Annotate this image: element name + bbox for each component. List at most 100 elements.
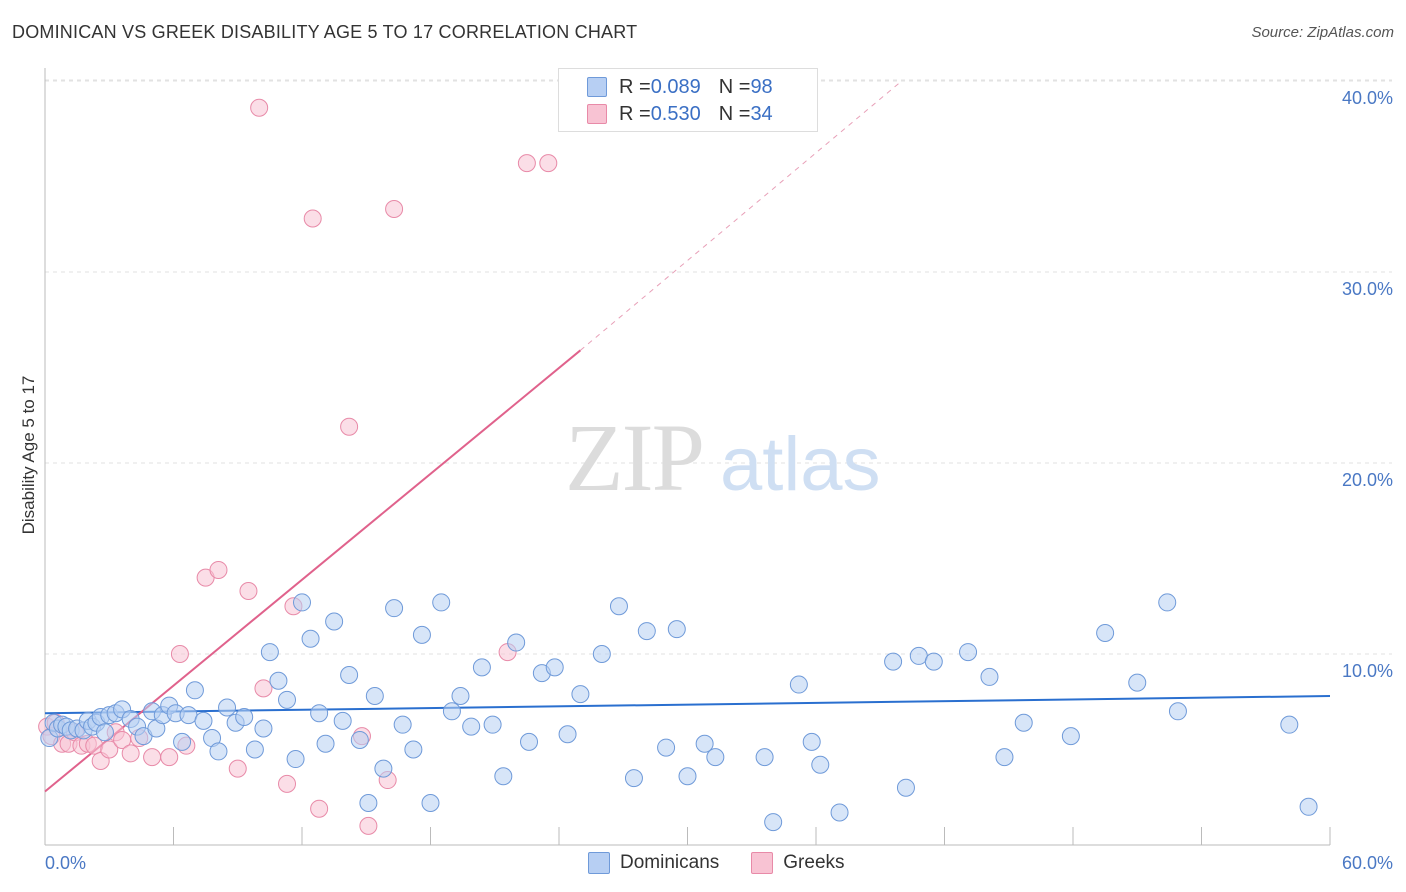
- dominicans-point: [959, 643, 978, 662]
- dominicans-point: [340, 666, 359, 685]
- dominicans-point: [830, 803, 849, 822]
- greeks-point: [340, 417, 359, 436]
- legend-row-dominicans: R = 0.089 N = 98: [587, 75, 773, 99]
- dominicans-point: [209, 742, 228, 761]
- greeks-point: [250, 98, 269, 117]
- dominicans-point: [520, 732, 539, 751]
- dominicans-point: [260, 643, 279, 662]
- dominicans-point: [95, 723, 114, 742]
- tick-labels: 10.0% 20.0% 30.0% 40.0% 0.0% 60.0%: [45, 88, 1393, 873]
- dominicans-point: [896, 778, 915, 797]
- dominicans-point: [678, 767, 697, 786]
- dominicans-point: [393, 715, 412, 734]
- legend-r-label: R =: [619, 75, 651, 98]
- dominicans-point: [924, 652, 943, 671]
- dominicans-point: [254, 719, 273, 738]
- y-tick-label: 30.0%: [1342, 279, 1393, 299]
- legend-item-dominicans[interactable]: Dominicans: [588, 852, 719, 874]
- legend-swatch-blue: [587, 77, 607, 97]
- legend-item-greeks[interactable]: Greeks: [751, 852, 845, 874]
- dominicans-label: Dominicans: [620, 852, 720, 873]
- dominicans-point: [494, 767, 513, 786]
- y-axis-label: Disability Age 5 to 17: [19, 376, 38, 535]
- gridlines: [45, 79, 1392, 655]
- dominicans-point: [558, 725, 577, 744]
- dominicans-point: [365, 687, 384, 706]
- dominicans-point: [269, 671, 288, 690]
- y-tick-label: 40.0%: [1342, 88, 1393, 108]
- dominicans-point: [980, 667, 999, 686]
- dominicans-point: [1280, 715, 1299, 734]
- axes: [44, 68, 1331, 846]
- dominicans-point: [695, 734, 714, 753]
- greeks-label: Greeks: [783, 852, 845, 873]
- dominicans-point: [811, 755, 830, 774]
- dominicans-point: [1096, 623, 1115, 642]
- dominicans-point: [286, 750, 305, 769]
- dominicans-point: [421, 793, 440, 812]
- dominicans-point: [667, 620, 686, 639]
- legend-n-label: N =: [718, 75, 751, 98]
- dominicans-point: [462, 717, 481, 736]
- watermark-zip: ZIP: [565, 404, 703, 511]
- greeks-point: [100, 740, 119, 759]
- dominicans-point: [179, 706, 198, 725]
- dominicans-point: [451, 687, 470, 706]
- greeks-point: [228, 759, 247, 778]
- greeks-point: [385, 199, 404, 218]
- dominicans-point: [592, 645, 611, 663]
- correlation-legend: R = 0.089 N = 98 R = 0.530 N = 34: [558, 68, 818, 132]
- dominicans-point: [637, 622, 656, 641]
- dominicans-point: [173, 732, 192, 751]
- dominicans-point: [884, 652, 903, 671]
- greeks-point: [517, 154, 536, 173]
- dominicans-point: [624, 769, 643, 788]
- dominicans-point: [1158, 593, 1177, 612]
- watermark: ZIP atlas: [565, 404, 881, 511]
- dominicans-point: [316, 734, 335, 753]
- dominicans-point: [404, 740, 423, 759]
- legend-r-value: 0.089: [650, 75, 701, 98]
- greeks-point: [310, 799, 329, 818]
- dominicans-point: [789, 675, 808, 694]
- dominicans-point: [235, 708, 254, 727]
- legend-swatch-pink: [587, 104, 607, 124]
- dominicans-point: [609, 597, 628, 616]
- dominicans-point: [1014, 713, 1033, 732]
- legend-row-greeks: R = 0.530 N = 34: [587, 102, 773, 126]
- legend-n-value: 34: [750, 102, 773, 125]
- greeks-point: [239, 581, 258, 600]
- dominicans-point: [1061, 727, 1080, 746]
- chart-title: DOMINICAN VS GREEK DISABILITY AGE 5 TO 1…: [12, 22, 638, 42]
- legend-r-value: 0.530: [650, 102, 701, 125]
- greeks-point: [160, 748, 179, 767]
- dominicans-point: [1168, 702, 1187, 721]
- dominicans-point: [483, 715, 502, 734]
- dominicans-point: [802, 732, 821, 751]
- greeks-swatch: [751, 852, 774, 874]
- dominicans-point: [995, 748, 1014, 767]
- x-tick-label: 0.0%: [45, 853, 86, 873]
- greeks-point: [303, 209, 322, 228]
- greeks-point: [143, 748, 162, 767]
- dominicans-trend-line: [44, 695, 1331, 715]
- dominicans-point: [350, 730, 369, 749]
- dominicans-point: [545, 658, 564, 677]
- x-tick-label: 60.0%: [1342, 853, 1393, 873]
- legend-n-value: 98: [750, 75, 773, 98]
- dominicans-point: [571, 685, 590, 704]
- dominicans-point: [909, 646, 928, 665]
- greeks-point: [121, 744, 140, 763]
- y-tick-label: 20.0%: [1342, 470, 1393, 490]
- dominicans-points: [40, 593, 1318, 832]
- dominicans-point: [507, 633, 526, 652]
- dominicans-swatch: [588, 852, 610, 874]
- dominicans-point: [218, 698, 237, 717]
- dominicans-point: [301, 629, 320, 648]
- legend-n-label: N =: [718, 102, 751, 125]
- dominicans-point: [1128, 673, 1147, 692]
- series-legend: Dominicans Greeks: [588, 852, 877, 874]
- dominicans-point: [432, 593, 451, 612]
- greeks-point: [278, 774, 297, 793]
- dominicans-point: [293, 593, 311, 612]
